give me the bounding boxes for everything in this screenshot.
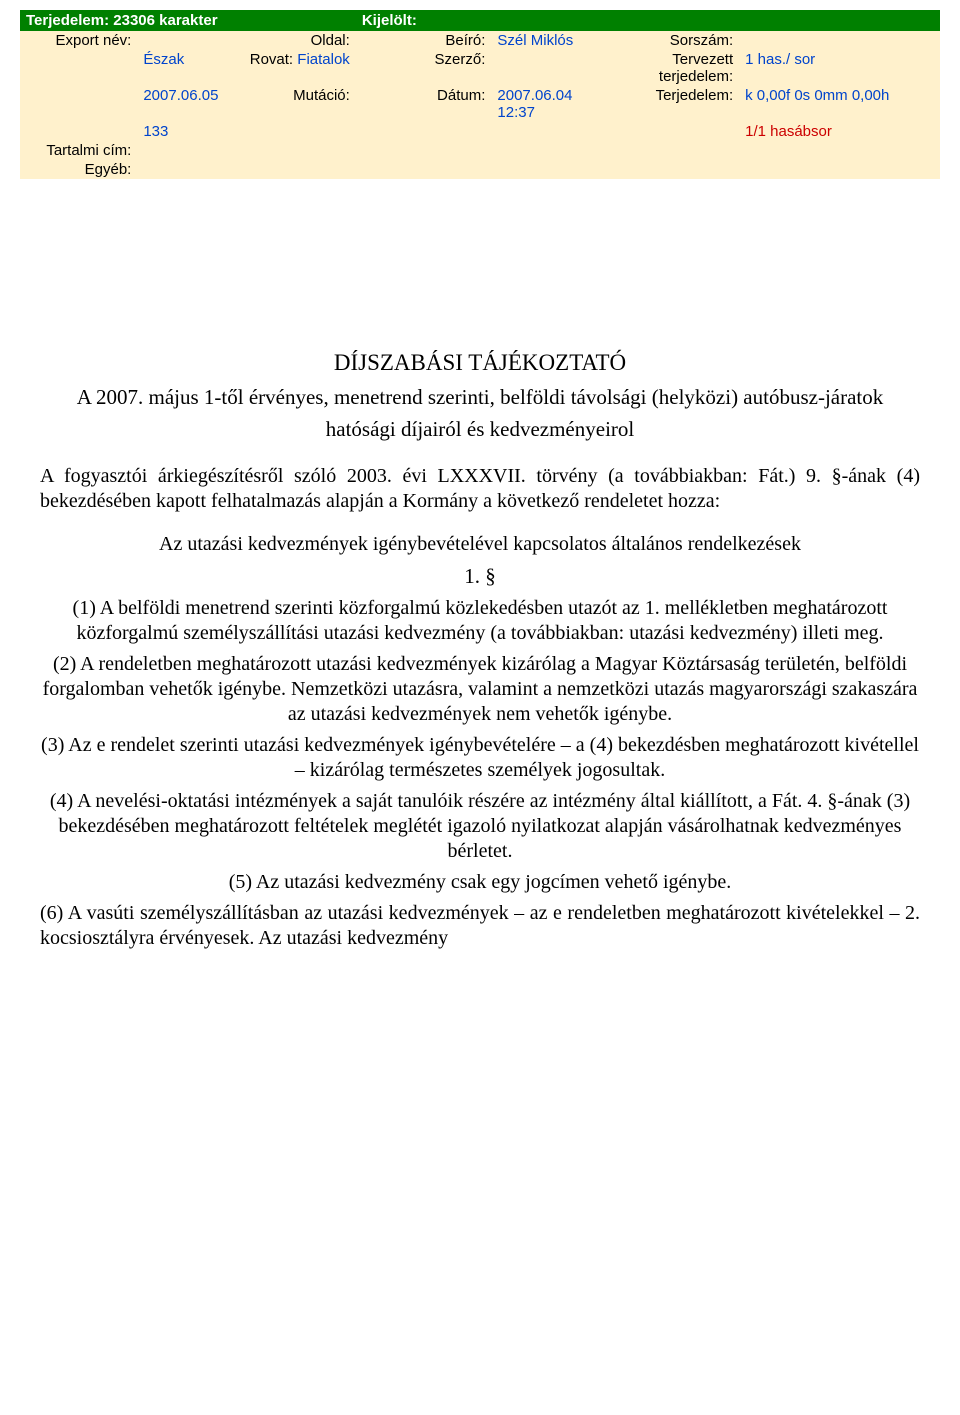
header-row-5: Tartalmi cím: bbox=[20, 141, 940, 160]
header-row-1: Export név: Oldal: Beíró: Szél Miklós So… bbox=[20, 31, 940, 50]
body-1: (1) A belföldi menetrend szerinti közfor… bbox=[40, 596, 920, 646]
document-body: DÍJSZABÁSI TÁJÉKOZTATÓ A 2007. május 1-t… bbox=[40, 349, 920, 951]
export-nev-label: Export név: bbox=[55, 32, 131, 49]
header-row-3: 2007.06.05 Mutáció: Dátum: 2007.06.04 12… bbox=[20, 86, 940, 122]
terj-m-value: k 0,00f 0s 0mm 0,00h bbox=[745, 87, 889, 104]
header-table: Terjedelem: 23306 karakter Kijelölt: Exp… bbox=[20, 10, 940, 179]
tervezett-label: Tervezett terjedelem: bbox=[659, 51, 733, 85]
oldal-label: Oldal: bbox=[311, 32, 350, 49]
header-row-6: Egyéb: bbox=[20, 160, 940, 179]
num-133: 133 bbox=[143, 123, 168, 140]
rovat-value: Fiatalok bbox=[297, 51, 350, 68]
eszak-value: Észak bbox=[143, 51, 184, 68]
sorszam-label: Sorszám: bbox=[670, 32, 733, 49]
datum-label: Dátum: bbox=[437, 87, 485, 104]
egyeb-label: Egyéb: bbox=[85, 161, 132, 178]
section-number: 1. § bbox=[40, 563, 920, 589]
date-left: 2007.06.05 bbox=[143, 87, 218, 104]
doc-title: DÍJSZABÁSI TÁJÉKOZTATÓ bbox=[40, 349, 920, 378]
body-2: (2) A rendeletben meghatározott utazási … bbox=[40, 652, 920, 727]
header-green-row: Terjedelem: 23306 karakter Kijelölt: bbox=[20, 10, 940, 31]
hasabsor: 1/1 hasábsor bbox=[745, 123, 832, 140]
body-5: (5) Az utazási kedvezmény csak egy jogcí… bbox=[40, 870, 920, 895]
header-row-4: 133 1/1 hasábsor bbox=[20, 122, 940, 141]
doc-subtitle-2: hatósági díjairól és kedvezményeirol bbox=[40, 416, 920, 442]
terjedelem-label: Terjedelem: bbox=[26, 12, 109, 29]
body-3: (3) Az e rendelet szerinti utazási kedve… bbox=[40, 733, 920, 783]
body-6: (6) A vasúti személyszállításban az utaz… bbox=[40, 901, 920, 951]
tartalmi-cim-label: Tartalmi cím: bbox=[46, 142, 131, 159]
para-1: A fogyasztói árkiegészítésről szóló 2003… bbox=[40, 464, 920, 514]
beiro-value: Szél Miklós bbox=[497, 32, 573, 49]
kijelolt-label: Kijelölt: bbox=[356, 10, 592, 31]
terj-m-label: Terjedelem: bbox=[656, 87, 734, 104]
terjedelem-value: 23306 karakter bbox=[113, 12, 217, 29]
rovat-label: Rovat: bbox=[250, 51, 293, 68]
beiro-label: Beíró: bbox=[445, 32, 485, 49]
body-4: (4) A nevelési-oktatási intézmények a sa… bbox=[40, 789, 920, 864]
para-2: Az utazási kedvezmények igénybevételével… bbox=[40, 532, 920, 557]
datum-value: 2007.06.04 12:37 bbox=[497, 87, 572, 121]
doc-subtitle-1: A 2007. május 1-től érvényes, menetrend … bbox=[40, 384, 920, 410]
mutacio-label: Mutáció: bbox=[293, 87, 350, 104]
header-row-2: Észak Rovat: Fiatalok Szerző: Tervezett … bbox=[20, 50, 940, 86]
tervezett-value: 1 has./ sor bbox=[745, 51, 815, 68]
szerzo-label: Szerző: bbox=[435, 51, 486, 68]
